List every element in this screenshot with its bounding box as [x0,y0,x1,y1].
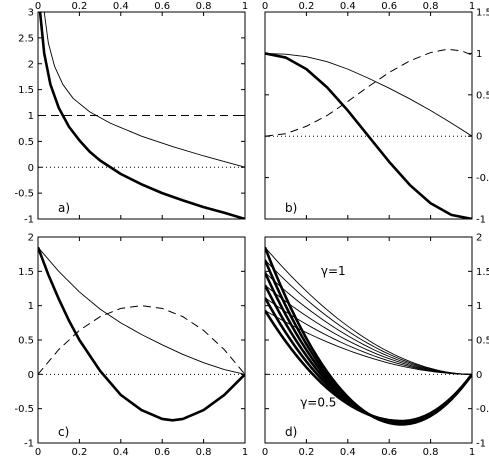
family-curve-thin [265,284,472,375]
y-tick-label: 2 [28,59,34,70]
y-tick-label: 2 [476,233,482,244]
series-line-thin [265,52,472,137]
y-tick-label: -0.5 [14,189,34,200]
x-tick-label: 0.8 [423,1,439,12]
y-tick-label: -1 [24,215,34,226]
x-tick-label: 0 [35,1,41,12]
x-tick-label: 0.2 [71,447,87,458]
y-tick-label: -1 [476,215,486,226]
annotation-label: γ=1 [321,264,346,278]
y-tick-label: 1 [28,111,34,122]
series-line-dashed [265,48,472,137]
y-tick-label: 0 [28,370,34,381]
x-tick-label: 0.8 [196,1,212,12]
x-tick-label: 0.2 [71,1,87,12]
y-tick-label: 1.5 [476,267,489,278]
y-tick-label: 2.5 [18,33,34,44]
x-tick-label: 0.6 [381,1,397,12]
series-line-thin [38,247,245,375]
x-tick-label: 0.8 [423,447,439,458]
panel-label: a) [58,201,70,215]
series-group [38,246,245,422]
series-group [265,246,472,426]
x-tick-label: 0 [262,447,268,458]
y-tick-label: 2 [28,233,34,244]
y-tick-label: 1 [28,301,34,312]
x-tick-label: 0.8 [196,447,212,458]
x-tick-label: 0.4 [113,1,129,12]
y-tick-label: -0.5 [476,404,489,415]
y-tick-label: -0.5 [476,173,489,184]
panel-label: d) [285,425,297,439]
panel-label: b) [285,201,297,215]
panel-3: 0 0.2 0.4 0.6 0.8 1 2 1.5 1 0.5 0 -0.5 -1 c) [14,233,248,459]
x-tick-label: 0 [35,447,41,458]
x-tick-label: 0 [262,1,268,12]
series-line-dashed [38,305,245,375]
series-line-thick [265,52,472,219]
x-tick-label: 0.4 [340,1,356,12]
y-tick-label: 3 [28,8,34,19]
x-tick-label: 1 [242,447,248,458]
y-tick-label: 0 [28,163,34,174]
x-tick-label: 1 [469,1,475,12]
annotation-label: γ=0.5 [300,396,336,410]
series-group [265,48,472,219]
y-tick-label: 0 [476,370,482,381]
y-tick-label: 1 [476,49,482,60]
family-curve-thick [265,246,472,426]
x-tick-label: 1 [469,447,475,458]
x-tick-label: 0.4 [113,447,129,458]
y-tick-label: -0.5 [14,404,34,415]
y-tick-label: 1.5 [18,267,34,278]
y-tick-label: 0.5 [476,336,489,347]
y-tick-label: -1 [476,439,486,450]
y-tick-label: 0.5 [18,137,34,148]
panel-1: 0 0.2 0.4 0.6 0.8 1 3 2.5 2 1.5 1 0.5 0 -0.5 -1 a) [14,1,248,226]
x-tick-label: 0.6 [154,447,170,458]
y-tick-label: 1.5 [18,85,34,96]
y-tick-label: 0 [476,132,482,143]
x-tick-label: 0.4 [340,447,356,458]
y-tick-label: 0.5 [476,90,489,101]
x-tick-label: 0.2 [298,447,314,458]
y-tick-label: 0.5 [18,336,34,347]
y-tick-label: -1 [24,439,34,450]
panel-4: 0 0.2 0.4 0.6 0.8 1 2 1.5 1 0.5 0 -0.5 -1 γ=1 γ=0.5 d) [262,233,489,459]
series-group [38,12,245,219]
plot-frame [264,11,473,220]
family-curve-thin [265,247,472,375]
series-line-thick [38,12,245,219]
series-line-thin [43,12,245,168]
y-tick-label: 1 [476,301,482,312]
x-tick-label: 0.2 [298,1,314,12]
x-tick-label: 1 [242,1,248,12]
series-line-thick [38,246,245,422]
y-tick-label: 1.5 [476,8,489,19]
x-tick-label: 0.6 [154,1,170,12]
x-tick-label: 0.6 [381,447,397,458]
panel-label: c) [58,425,69,439]
panel-2: 00.20.40.60.811.510.50-0.5-1b) [262,1,489,226]
